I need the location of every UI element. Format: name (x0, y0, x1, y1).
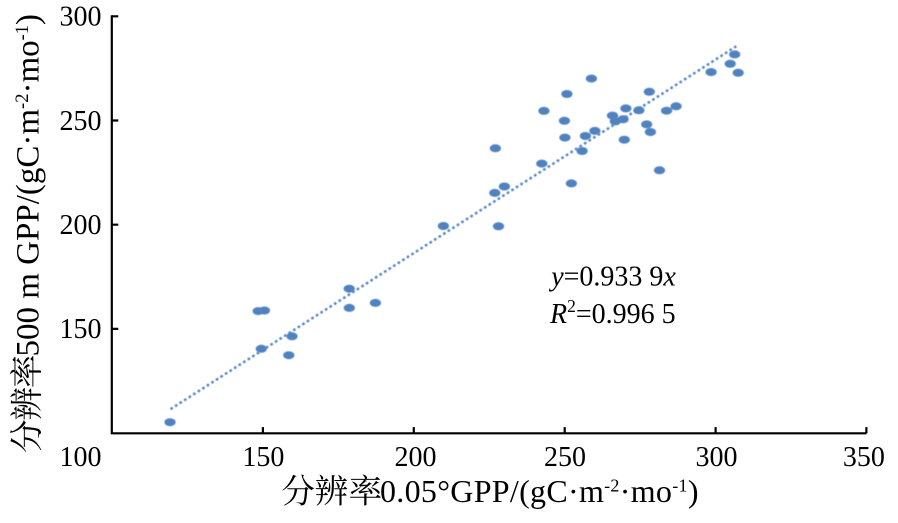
svg-text:500 m GPP/(gC·m-2·mo-1): 500 m GPP/(gC·m-2·mo-1) (11, 14, 47, 357)
svg-text:100: 100 (60, 442, 102, 473)
svg-text:150: 150 (242, 442, 284, 473)
svg-text:150: 150 (60, 314, 102, 345)
svg-text:y=0.933 9x: y=0.933 9x (548, 262, 676, 293)
svg-text:350: 350 (843, 442, 885, 473)
svg-text:200: 200 (395, 442, 437, 473)
svg-text:0.05°GPP/(gC·m-2·mo-1): 0.05°GPP/(gC·m-2·mo-1) (380, 473, 699, 509)
svg-text:200: 200 (60, 210, 102, 241)
svg-text:250: 250 (60, 106, 102, 137)
svg-text:250: 250 (544, 442, 586, 473)
svg-text:300: 300 (696, 442, 738, 473)
svg-text:300: 300 (60, 2, 102, 33)
svg-text:R2=0.996 5: R2=0.996 5 (549, 296, 676, 330)
